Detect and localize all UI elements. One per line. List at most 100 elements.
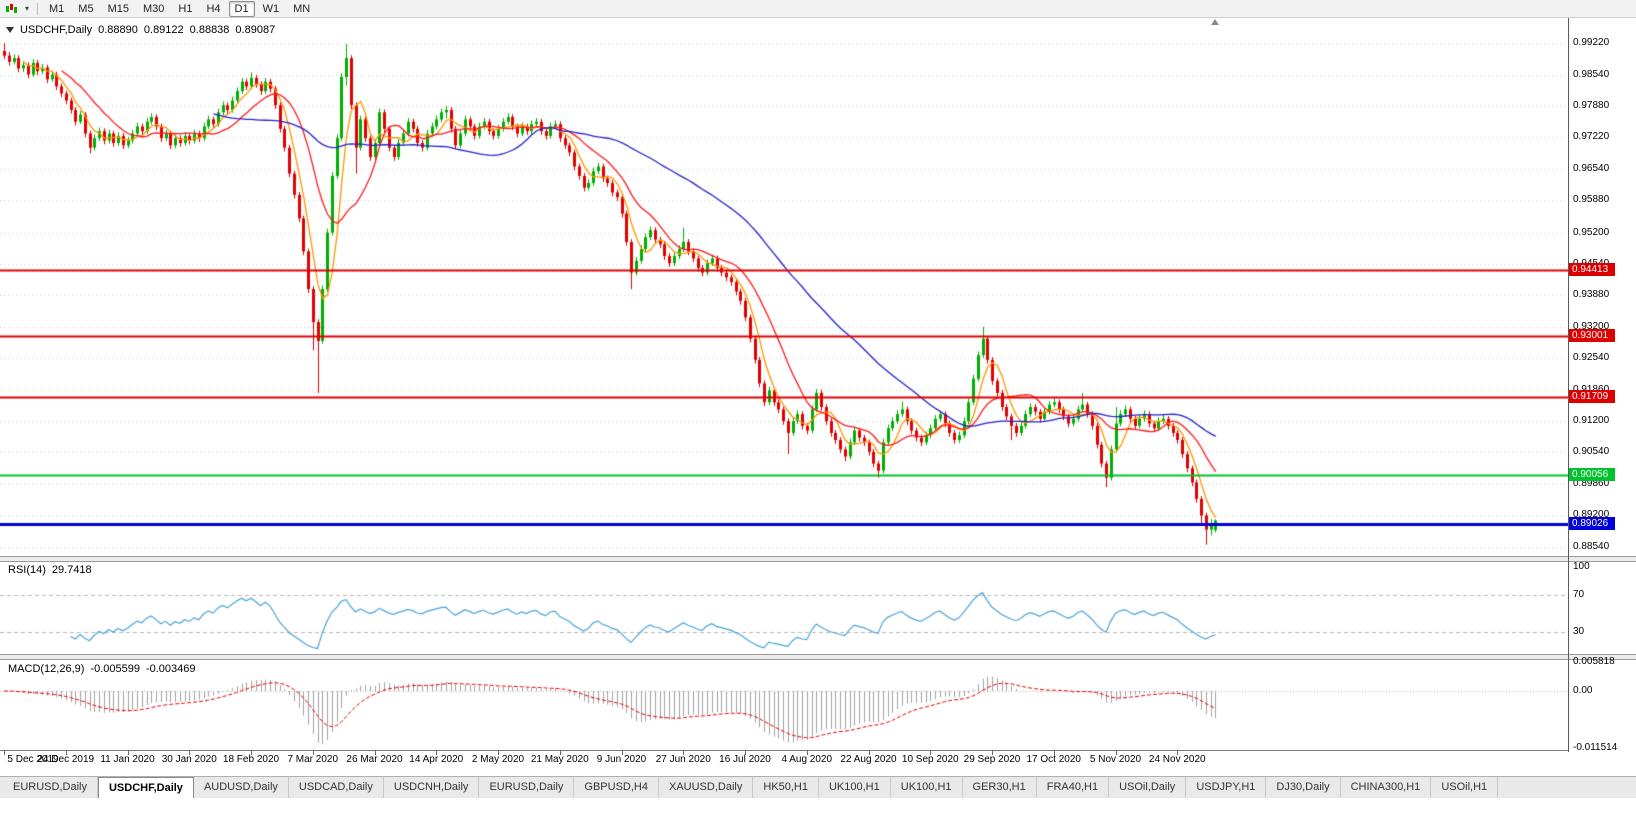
price-axis-tick: 0.98540 [1573, 69, 1610, 81]
chart-type-icon[interactable] [3, 1, 21, 17]
timeframe-toolbar: ▾ M1 M5 M15 M30 H1 H4 D1 W1 MN [0, 0, 1636, 18]
macd-axis-label: 0.00 [1573, 685, 1593, 696]
price-axis-tick: 0.93880 [1573, 288, 1610, 300]
ohlc-high: 0.89122 [143, 24, 184, 36]
chart-header: USDCHF,Daily 0.88890 0.89122 0.88838 0.8… [6, 24, 275, 36]
chart-tab-uk100-h1[interactable]: UK100,H1 [890, 777, 963, 798]
chart-tab-dj30-daily[interactable]: DJ30,Daily [1266, 777, 1341, 798]
chart-tab-hk50-h1[interactable]: HK50,H1 [753, 777, 819, 798]
date-axis-tick [930, 751, 931, 755]
date-axis-tick [1054, 751, 1055, 755]
date-axis[interactable] [0, 750, 1568, 772]
date-axis-tick [189, 751, 190, 755]
rsi-header: RSI(14) 29.7418 [8, 564, 92, 576]
date-axis-label: 4 Aug 2020 [781, 754, 833, 765]
toolbar-separator [37, 2, 38, 15]
timeframe-button-h1[interactable]: H1 [178, 2, 193, 15]
date-axis-tick [1177, 751, 1178, 755]
date-axis-tick [313, 751, 314, 755]
rsi-axis-label: 30 [1573, 626, 1585, 637]
macd-header: MACD(12,26,9) -0.005599 -0.003469 [8, 663, 196, 675]
date-axis-label: 22 Aug 2020 [840, 754, 897, 765]
timeframe-button-d1[interactable]: D1 [228, 0, 255, 17]
chart-menu-icon[interactable] [6, 27, 14, 33]
date-axis-label: 5 Dec 2019 [7, 754, 59, 765]
price-axis-tick: 0.88540 [1573, 540, 1610, 552]
chart-tab-usdchf-daily[interactable]: USDCHF,Daily [97, 777, 194, 798]
ohlc-low: 0.88838 [189, 24, 230, 36]
date-axis-label: 10 Sep 2020 [901, 754, 959, 765]
price-axis-tick: 0.95880 [1573, 194, 1610, 206]
date-axis-tick [1116, 751, 1117, 755]
candlestick-chart-icon [6, 3, 17, 13]
timeframe-button-m1[interactable]: M1 [49, 2, 65, 15]
macd-axis-label: -0.011514 [1573, 742, 1618, 753]
timeframe-button-m15[interactable]: M15 [107, 2, 129, 15]
date-axis-tick [128, 751, 129, 755]
panel-divider[interactable] [0, 556, 1636, 562]
timeframe-button-m30[interactable]: M30 [142, 2, 165, 15]
price-axis-tick: 0.91860 [1573, 384, 1609, 396]
macd-panel-canvas[interactable] [0, 660, 1568, 750]
date-axis-tick [992, 751, 993, 755]
date-axis-label: 11 Jan 2020 [100, 754, 155, 765]
chart-tab-ger30-h1[interactable]: GER30,H1 [962, 777, 1037, 798]
rsi-axis-label: 70 [1573, 588, 1585, 600]
price-axis-tick: 0.92540 [1573, 351, 1610, 363]
rsi-label: RSI(14) [8, 564, 46, 576]
chart-tab-eurusd-daily[interactable]: EURUSD,Daily [3, 777, 98, 798]
chart-tab-fra40-h1[interactable]: FRA40,H1 [1036, 777, 1110, 798]
date-axis-tick [807, 751, 808, 755]
chart-tab-eurusd-daily[interactable]: EURUSD,Daily [479, 777, 575, 798]
timeframe-buttons: M1 M5 M15 M30 H1 H4 D1 W1 MN [42, 0, 317, 17]
chart-tab-usoil-daily[interactable]: USOil,Daily [1109, 777, 1187, 798]
chart-type-dropdown-icon[interactable]: ▾ [24, 4, 29, 13]
price-axis-tick: 0.90540 [1573, 446, 1610, 458]
timeframe-button-h4[interactable]: H4 [206, 2, 221, 15]
price-line-tag-0.90056: 0.90056 [1569, 468, 1615, 482]
chart-tab-uk100-h1[interactable]: UK100,H1 [818, 777, 891, 798]
date-axis-tick [683, 751, 684, 755]
price-line-tag-0.93001: 0.93001 [1569, 329, 1615, 343]
date-axis-label: 24 Nov 2020 [1148, 754, 1206, 765]
date-axis-tick [745, 751, 746, 755]
price-chart-canvas[interactable] [0, 18, 1568, 556]
date-axis-tick [869, 751, 870, 755]
timeframe-button-w1[interactable]: W1 [262, 2, 280, 15]
timeframe-button-m5[interactable]: M5 [78, 2, 94, 15]
price-axis-tick: 0.89860 [1573, 478, 1610, 490]
chart-tab-china300-h1[interactable]: CHINA300,H1 [1340, 777, 1432, 798]
price-axis-tick: 0.96540 [1573, 163, 1610, 175]
price-axis-tick: 0.93200 [1573, 320, 1610, 332]
rsi-panel-canvas[interactable] [0, 562, 1568, 654]
chart-tab-usdcnh-daily[interactable]: USDCNH,Daily [383, 777, 480, 798]
ohlc-close: 0.89087 [235, 24, 276, 36]
chart-tab-gbpusd-h4[interactable]: GBPUSD,H4 [574, 777, 659, 798]
chart-tab-usdjpy-h1[interactable]: USDJPY,H1 [1186, 777, 1267, 798]
chart-tab-audusd-daily[interactable]: AUDUSD,Daily [193, 777, 289, 798]
price-axis-tick: 0.89200 [1573, 509, 1610, 521]
date-axis-tick [66, 751, 67, 755]
timeframe-button-mn[interactable]: MN [293, 2, 311, 15]
price-line-tag-0.91709: 0.91709 [1569, 390, 1615, 404]
date-axis-tick [4, 751, 5, 755]
date-axis-tick [622, 751, 623, 755]
chart-tab-usdcad-daily[interactable]: USDCAD,Daily [288, 777, 384, 798]
panel-divider[interactable] [0, 654, 1636, 660]
price-axis-tick: 0.97220 [1573, 131, 1610, 143]
price-axis-tick: 0.97880 [1573, 100, 1610, 112]
price-line-tag-0.89026: 0.89026 [1569, 516, 1615, 530]
date-axis-tick [251, 751, 252, 755]
chart-tab-usoil-h1[interactable]: USOil,H1 [1431, 777, 1499, 798]
date-axis-tick [436, 751, 437, 755]
chart-shift-marker[interactable] [1211, 19, 1219, 25]
date-axis-label: 27 Jun 2020 [655, 754, 711, 765]
price-axis-tick: 0.95200 [1573, 226, 1610, 238]
date-axis-label: 5 Nov 2020 [1089, 754, 1142, 765]
ohlc-open: 0.88890 [98, 24, 138, 36]
chart-tab-xauusd-daily[interactable]: XAUUSD,Daily [658, 777, 754, 798]
chart-tab-bar: EURUSD,Daily USDCHF,Daily AUDUSD,Daily USDC… [0, 776, 1636, 798]
date-axis-label: 24 Dec 2019 [37, 754, 95, 765]
macd-value-signal: -0.003469 [145, 663, 196, 675]
macd-value-main: -0.005599 [90, 663, 140, 675]
